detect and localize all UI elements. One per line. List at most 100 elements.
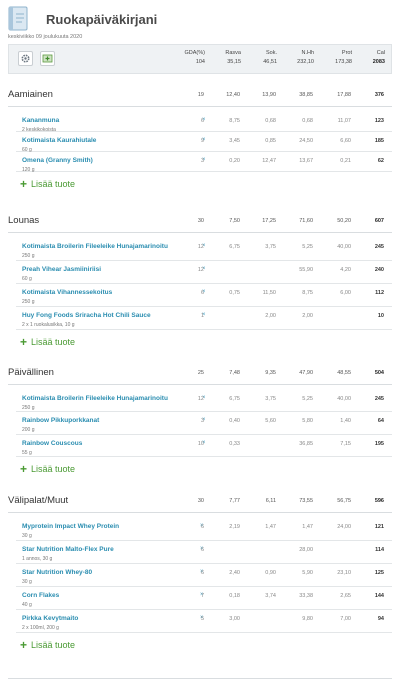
meal-header: Lounas 30 7,50 17,25 71,60 50,20 607	[8, 210, 392, 233]
quick-add-button[interactable]	[40, 51, 55, 66]
delete-icon[interactable]: ×	[200, 569, 204, 575]
add-food-label: Lisää tuote	[31, 464, 76, 474]
delete-icon[interactable]: ×	[202, 289, 206, 295]
food-item-value: 112	[375, 290, 384, 296]
food-item-link[interactable]: Kotimaista Broilerin Fileeleike Hunajama…	[22, 243, 168, 250]
food-item-row: Kotimaista Vihannessekoitus 250 g × 6 0,75 11…	[16, 286, 392, 307]
food-item-amount: 40 g	[22, 602, 32, 608]
food-item-value: 7	[200, 593, 204, 599]
column-header: Prot	[341, 50, 352, 56]
food-item-value: 8,75	[302, 290, 313, 296]
delete-icon[interactable]: ×	[202, 243, 206, 249]
food-item-value: 0,40	[229, 418, 240, 424]
plus-icon: +	[20, 335, 28, 349]
meal-total-value: 50,20	[337, 218, 351, 224]
food-item-amount: 60 g	[22, 276, 32, 282]
food-item-link[interactable]: Rainbow Couscous	[22, 440, 83, 447]
delete-icon[interactable]: ×	[202, 266, 206, 272]
food-item-link[interactable]: Huy Fong Foods Sriracha Hot Chili Sauce	[22, 312, 151, 319]
food-item-value: 12,47	[262, 158, 276, 164]
food-item-value: 3,45	[229, 138, 240, 144]
meal-total-value: 7,77	[229, 498, 240, 504]
food-item-value: 5,80	[302, 418, 313, 424]
meal-total-value: 30	[197, 498, 204, 504]
meal-title: Aamiainen	[8, 89, 53, 100]
food-item-value: 2,65	[340, 593, 351, 599]
food-item-amount: 30 g	[22, 579, 32, 585]
food-item-link[interactable]: Myprotein Impact Whey Protein	[22, 523, 120, 530]
food-item-value: 1,40	[340, 418, 351, 424]
meal-total-value: 504	[374, 370, 384, 376]
food-item-value: 5,25	[302, 396, 313, 402]
food-item-row: Corn Flakes 40 g × 7 0,18 3,74 33,38 2,65 144	[16, 589, 392, 610]
food-item-amount: 2 keskikokoista	[22, 127, 56, 133]
food-item-value: 5	[200, 616, 204, 622]
food-item-row: Kotimaista Kaurahiutale 60 g × 9 3,45 0,85 24,…	[16, 134, 392, 153]
delete-icon[interactable]: ×	[202, 395, 206, 401]
meal-total-value: 6,11	[265, 498, 276, 504]
food-item-value: 5,60	[265, 418, 276, 424]
add-food-button[interactable]: + Lisää tuote	[20, 637, 75, 652]
meal-total-value: 19	[197, 92, 204, 98]
food-item-value: 2,40	[229, 570, 240, 576]
food-item-value: 0,21	[340, 158, 351, 164]
food-item-value: 36,85	[299, 441, 313, 447]
food-item-row: Rainbow Pikkuporkkanat 200 g × 3 0,40 5,60 5,8…	[16, 414, 392, 435]
total-value: 173,38	[335, 59, 352, 65]
delete-icon[interactable]: ×	[200, 592, 204, 598]
food-item-link[interactable]: Kotimaista Kaurahiutale	[22, 137, 97, 144]
delete-icon[interactable]: ×	[202, 137, 206, 143]
food-item-value: 10	[197, 441, 204, 447]
food-item-link[interactable]: Pirkka Kevytmaito	[22, 615, 79, 622]
food-item-value: 6	[200, 547, 204, 553]
food-item-row: Myprotein Impact Whey Protein 30 g × 6 2,19 1…	[16, 520, 392, 541]
food-item-value: 3,75	[265, 244, 276, 250]
meal-total-value: 607	[374, 218, 384, 224]
delete-icon[interactable]: ×	[202, 117, 206, 123]
food-item-value: 9,80	[302, 616, 313, 622]
total-value: 2083	[372, 59, 385, 65]
food-item-link[interactable]: Rainbow Pikkuporkkanat	[22, 417, 100, 424]
meal-total-value: 48,55	[337, 370, 351, 376]
delete-icon[interactable]: ×	[202, 312, 206, 318]
food-item-row: Pirkka Kevytmaito 2 x 100ml, 200 g × 5 3,00 9…	[16, 612, 392, 633]
meal-title: Lounas	[8, 215, 40, 226]
delete-icon[interactable]: ×	[202, 417, 206, 423]
food-item-link[interactable]: Kananmuna	[22, 117, 60, 124]
add-food-button[interactable]: + Lisää tuote	[20, 176, 75, 191]
food-item-link[interactable]: Kotimaista Vihannessekoitus	[22, 289, 113, 296]
food-item-value: 11,50	[262, 290, 276, 296]
food-item-value: 6	[200, 570, 204, 576]
meal-total-value: 25	[197, 370, 204, 376]
food-item-link[interactable]: Omena (Granny Smith)	[22, 157, 93, 164]
food-item-value: 13,67	[299, 158, 313, 164]
food-item-link[interactable]: Preah Vihear Jasmiiniriisi	[22, 266, 102, 273]
food-item-value: 7,15	[340, 441, 351, 447]
food-item-link[interactable]: Star Nutrition Whey-80	[22, 569, 93, 576]
page-header: Ruokapäiväkirjani	[8, 6, 392, 40]
food-item-link[interactable]: Kotimaista Broilerin Fileeleike Hunajama…	[22, 395, 168, 402]
delete-icon[interactable]: ×	[200, 546, 204, 552]
food-item-value: 2,19	[229, 524, 240, 530]
food-item-row: Kotimaista Broilerin Fileeleike Hunajama…	[16, 240, 392, 261]
delete-icon[interactable]: ×	[202, 440, 206, 446]
add-food-label: Lisää tuote	[31, 337, 76, 347]
food-item-link[interactable]: Star Nutrition Malto-Flex Pure	[22, 546, 114, 553]
settings-button[interactable]	[18, 51, 33, 66]
food-item-value: 125	[374, 570, 384, 576]
food-item-value: 2,00	[265, 313, 276, 319]
delete-icon[interactable]: ×	[202, 157, 206, 163]
add-food-button[interactable]: + Lisää tuote	[20, 334, 76, 349]
food-item-link[interactable]: Corn Flakes	[22, 592, 60, 599]
delete-icon[interactable]: ×	[200, 615, 204, 621]
food-item-value: 23,10	[337, 570, 351, 576]
total-value: 232,10	[297, 59, 314, 65]
add-food-button[interactable]: + Lisää tuote	[20, 461, 76, 476]
bottom-divider	[8, 678, 392, 679]
food-item-amount: 2 x 100ml, 200 g	[22, 625, 59, 631]
page-title: Ruokapäiväkirjani	[46, 12, 158, 27]
delete-icon[interactable]: ×	[200, 523, 204, 529]
food-item-value: 7,00	[340, 616, 351, 622]
meal-total-value: 12,40	[226, 92, 240, 98]
food-item-amount: 1 annos, 30 g	[22, 556, 53, 562]
